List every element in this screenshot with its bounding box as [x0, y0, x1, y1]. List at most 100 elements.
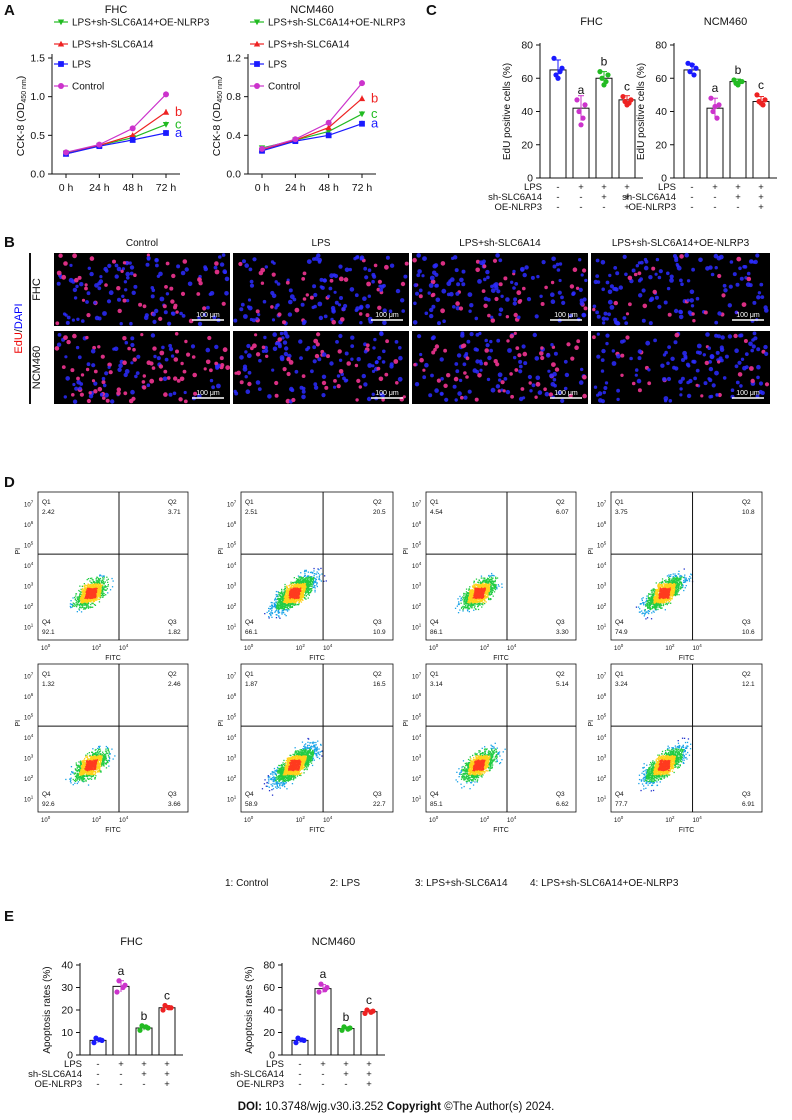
- dapi-nucleus: [580, 367, 584, 372]
- condition-sign: -: [142, 1079, 145, 1090]
- dapi-nucleus: [257, 313, 261, 317]
- dapi-nucleus: [679, 310, 683, 315]
- dapi-nucleus: [279, 331, 284, 336]
- event-dot: [289, 603, 291, 605]
- condition-label: OE-NLRP3: [628, 202, 676, 213]
- dapi-nucleus: [146, 383, 151, 388]
- event-dot: [279, 598, 281, 600]
- condition-sign: +: [624, 192, 630, 203]
- dapi-nucleus: [350, 335, 355, 340]
- dapi-nucleus: [497, 372, 503, 378]
- event-dot: [87, 596, 90, 598]
- dapi-nucleus: [609, 284, 615, 289]
- y-tick-label: 1.2: [226, 53, 241, 65]
- edu-nucleus: [513, 331, 517, 335]
- dapi-nucleus: [401, 309, 406, 313]
- event-dot: [94, 596, 96, 598]
- dapi-nucleus: [595, 310, 599, 315]
- dapi-nucleus: [64, 313, 68, 317]
- event-dot: [82, 608, 85, 610]
- dapi-nucleus: [475, 359, 480, 364]
- edu-nucleus: [79, 392, 84, 397]
- tick-exponent: 4: [31, 561, 34, 566]
- dapi-nucleus: [452, 305, 456, 309]
- edu-nucleus: [393, 359, 399, 364]
- dapi-nucleus: [168, 392, 173, 397]
- y-axis-label: PI: [218, 548, 225, 555]
- edu-nucleus: [301, 374, 306, 378]
- dapi-nucleus: [486, 377, 491, 382]
- edu-nucleus: [169, 286, 174, 291]
- dapi-nucleus: [763, 305, 768, 310]
- edu-nucleus: [402, 395, 406, 399]
- dapi-nucleus: [218, 255, 222, 259]
- event-dot: [299, 598, 302, 601]
- micrograph: 100 μm: [412, 253, 588, 326]
- edu-nucleus: [76, 376, 80, 381]
- edu-nucleus: [219, 356, 224, 361]
- y-tick-label: 20: [61, 1005, 73, 1017]
- y-tick-label: 40: [655, 106, 667, 118]
- event-dot: [101, 575, 103, 577]
- event-dot: [311, 572, 313, 574]
- dapi-nucleus: [422, 256, 427, 261]
- dapi-nucleus: [558, 262, 563, 266]
- event-dot: [99, 596, 101, 598]
- significance-letter: b: [601, 55, 608, 69]
- dapi-nucleus: [676, 265, 682, 271]
- dapi-nucleus: [116, 266, 122, 272]
- edu-nucleus: [518, 299, 523, 303]
- event-dot: [299, 580, 301, 582]
- event-dot: [286, 606, 289, 609]
- event-dot: [274, 611, 276, 613]
- dapi-nucleus: [673, 340, 678, 345]
- edu-nucleus: [637, 388, 642, 393]
- event-dot: [82, 587, 84, 590]
- event-dot: [286, 599, 288, 601]
- event-dot: [83, 590, 86, 593]
- stain-sep: /: [13, 328, 25, 332]
- edu-nucleus: [116, 286, 121, 291]
- event-dot: [285, 609, 287, 611]
- event-dot: [107, 592, 109, 594]
- dapi-nucleus: [742, 365, 747, 371]
- event-dot: [98, 591, 100, 593]
- dapi-nucleus: [657, 275, 662, 280]
- dapi-nucleus: [364, 275, 369, 280]
- event-dot: [306, 591, 308, 593]
- dapi-nucleus: [715, 350, 720, 355]
- event-dot: [307, 571, 309, 573]
- dapi-nucleus: [270, 290, 275, 296]
- dapi-nucleus: [724, 354, 729, 359]
- edu-nucleus: [418, 294, 423, 299]
- event-dot: [306, 585, 308, 587]
- dapi-nucleus: [312, 359, 317, 364]
- dapi-nucleus: [158, 271, 163, 277]
- event-dot: [304, 584, 307, 587]
- bar: [337, 1028, 355, 1056]
- significance-letter: c: [371, 106, 378, 121]
- event-dot: [80, 604, 82, 606]
- event-dot: [306, 576, 309, 578]
- event-dot: [305, 584, 308, 586]
- edu-nucleus: [337, 349, 342, 354]
- event-dot: [307, 583, 310, 586]
- edu-nucleus: [291, 397, 296, 403]
- event-dot: [288, 600, 291, 602]
- dapi-nucleus: [718, 254, 724, 260]
- event-dot: [311, 577, 313, 579]
- dapi-nucleus: [156, 356, 161, 361]
- edu-nucleus: [285, 280, 290, 285]
- dapi-nucleus: [550, 299, 556, 305]
- dapi-nucleus: [556, 268, 561, 272]
- edu-nucleus: [510, 394, 514, 399]
- dapi-nucleus: [682, 350, 687, 356]
- event-dot: [111, 577, 113, 580]
- event-dot: [72, 597, 74, 599]
- event-dot: [276, 608, 278, 610]
- edu-nucleus: [333, 379, 337, 383]
- dapi-nucleus: [622, 316, 627, 320]
- dapi-nucleus: [57, 333, 62, 337]
